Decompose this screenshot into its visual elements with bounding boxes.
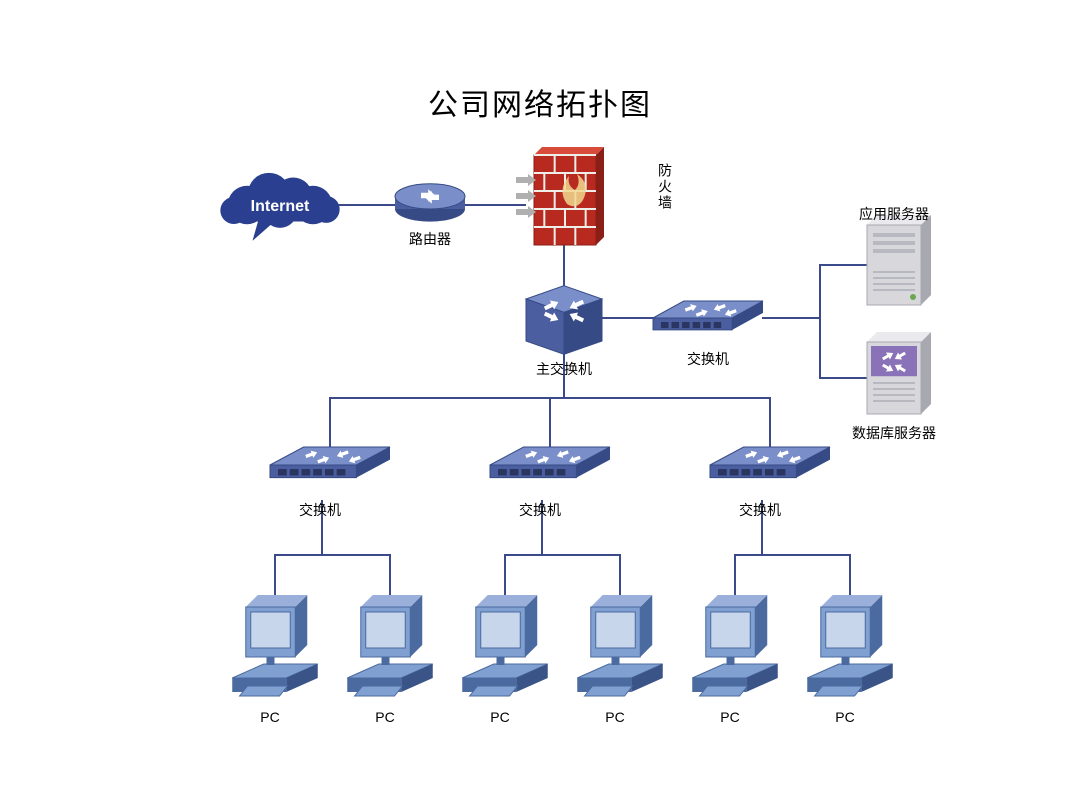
label-pc3: PC: [440, 709, 560, 725]
label-dbserver: 数据库服务器: [834, 423, 954, 443]
node-sw1: [270, 447, 390, 478]
label-rswitch: 交换机: [648, 349, 768, 369]
label-pc4: PC: [555, 709, 675, 725]
node-router: [395, 184, 465, 222]
node-dbserver: [867, 332, 931, 414]
label-pc1: PC: [210, 709, 330, 725]
node-sw2: [490, 447, 610, 478]
node-sw3: [710, 447, 830, 478]
node-internet: Internet: [220, 173, 339, 241]
label-router: 路由器: [370, 229, 490, 249]
label-firewall: 防火墙: [555, 163, 675, 211]
label-pc6: PC: [785, 709, 905, 725]
label-pc5: PC: [670, 709, 790, 725]
node-pc1: [232, 595, 318, 696]
label-sw2: 交换机: [480, 500, 600, 520]
label-mainswitch: 主交换机: [504, 359, 624, 379]
node-pc2: [347, 595, 433, 696]
label-sw1: 交换机: [260, 500, 380, 520]
node-appserver: [867, 215, 931, 305]
topology-canvas: Internet: [0, 0, 1080, 810]
label-appserver: 应用服务器: [834, 204, 954, 224]
label-sw3: 交换机: [700, 500, 820, 520]
node-pc4: [577, 595, 663, 696]
label-pc2: PC: [325, 709, 445, 725]
node-pc3: [462, 595, 548, 696]
node-rswitch: [653, 301, 763, 330]
node-pc5: [692, 595, 778, 696]
node-mainswitch: [526, 286, 602, 355]
node-pc6: [807, 595, 893, 696]
svg-text:Internet: Internet: [251, 198, 310, 215]
